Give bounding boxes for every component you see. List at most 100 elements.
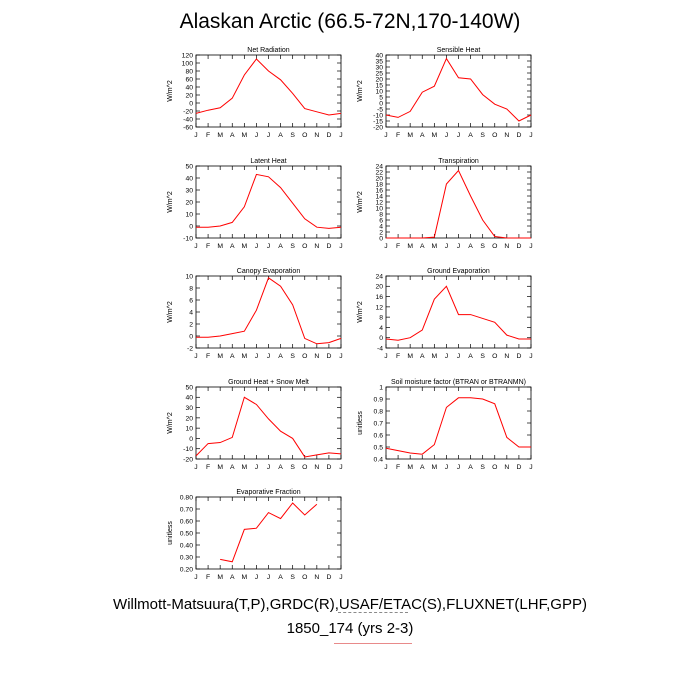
y-tick-label: 4 bbox=[379, 325, 383, 332]
x-tick-label: A bbox=[468, 132, 473, 139]
x-tick-label: A bbox=[468, 353, 473, 360]
x-tick-label: M bbox=[217, 464, 223, 471]
y-tick-label: 0.30 bbox=[180, 554, 193, 561]
x-tick-label: J bbox=[384, 353, 387, 360]
x-tick-label: M bbox=[431, 132, 437, 139]
x-tick-label: A bbox=[230, 132, 235, 139]
x-tick-label: M bbox=[241, 353, 247, 360]
x-tick-label: M bbox=[431, 243, 437, 250]
x-tick-label: A bbox=[468, 243, 473, 250]
x-tick-label: S bbox=[480, 243, 485, 250]
x-tick-label: M bbox=[217, 132, 223, 139]
x-tick-label: O bbox=[492, 464, 497, 471]
x-tick-label: F bbox=[206, 353, 210, 360]
x-tick-label: J bbox=[445, 132, 448, 139]
x-tick-label: J bbox=[339, 132, 342, 139]
y-tick-label: 10 bbox=[185, 426, 193, 433]
x-tick-label: D bbox=[516, 243, 521, 250]
y-tick-label: 20 bbox=[185, 199, 193, 206]
x-tick-label: J bbox=[339, 243, 342, 250]
x-tick-label: F bbox=[206, 464, 210, 471]
x-tick-label: J bbox=[339, 574, 342, 581]
x-tick-label: F bbox=[206, 574, 210, 581]
x-tick-label: D bbox=[326, 353, 331, 360]
y-tick-label: 0 bbox=[189, 436, 193, 443]
y-tick-label: 20 bbox=[375, 175, 383, 182]
x-tick-label: M bbox=[217, 243, 223, 250]
x-tick-label: A bbox=[230, 464, 235, 471]
page-title: Alaskan Arctic (66.5-72N,170-140W) bbox=[179, 10, 521, 33]
y-tick-label: 10 bbox=[375, 205, 383, 212]
panel-title: Ground Evaporation bbox=[427, 268, 490, 275]
y-tick-label: -40 bbox=[183, 116, 193, 123]
y-tick-label: 0 bbox=[379, 100, 383, 107]
y-tick-label: 0 bbox=[189, 223, 193, 230]
x-tick-label: J bbox=[384, 243, 387, 250]
plot-frame bbox=[195, 386, 342, 460]
x-tick-label: J bbox=[255, 464, 258, 471]
y-tick-label: 50 bbox=[185, 384, 193, 391]
y-tick-label: 100 bbox=[182, 60, 194, 67]
y-axis-label: W/m^2 bbox=[167, 412, 174, 434]
x-tick-label: O bbox=[492, 243, 497, 250]
x-tick-label: J bbox=[529, 243, 532, 250]
chart-panel-8: Soil moisture factor (BTRAN or BTRANMN) u… bbox=[357, 379, 533, 471]
x-tick-label: J bbox=[255, 353, 258, 360]
x-tick-label: F bbox=[396, 243, 400, 250]
footer-data-sources: Willmott-Matsuura(T,P),GRDC(R),USAF/ETAC… bbox=[113, 596, 587, 613]
x-tick-label: J bbox=[194, 243, 197, 250]
x-tick-label: M bbox=[407, 132, 413, 139]
y-tick-label: 8 bbox=[379, 211, 383, 218]
chart-panel-1: Net Radiation W/m^2 -60-40-200204060801001… bbox=[167, 47, 343, 139]
y-axis-label: unitless bbox=[167, 521, 174, 545]
x-tick-label: J bbox=[267, 464, 270, 471]
x-tick-label: N bbox=[314, 132, 319, 139]
panel-title: Sensible Heat bbox=[437, 47, 481, 54]
y-tick-label: 40 bbox=[185, 84, 193, 91]
y-tick-label: 0 bbox=[379, 335, 383, 342]
x-tick-label: O bbox=[302, 353, 307, 360]
x-tick-label: J bbox=[445, 353, 448, 360]
panel-title: Latent Heat bbox=[250, 158, 286, 165]
y-tick-label: -10 bbox=[183, 235, 193, 242]
panel-title: Transpiration bbox=[438, 158, 479, 165]
x-tick-label: J bbox=[267, 574, 270, 581]
y-tick-label: 18 bbox=[375, 181, 383, 188]
y-tick-label: 20 bbox=[375, 76, 383, 83]
x-tick-label: A bbox=[278, 464, 283, 471]
y-tick-label: 0 bbox=[189, 333, 193, 340]
x-tick-label: J bbox=[384, 132, 387, 139]
x-tick-label: J bbox=[457, 243, 460, 250]
series-line-1 bbox=[385, 285, 531, 341]
x-tick-label: J bbox=[457, 132, 460, 139]
footer-case-name: 1850_174 (yrs 2-3) bbox=[286, 620, 414, 637]
x-tick-label: J bbox=[194, 353, 197, 360]
x-tick-label: S bbox=[290, 353, 295, 360]
x-tick-label: S bbox=[480, 464, 485, 471]
series-line-1 bbox=[195, 58, 342, 116]
x-tick-label: M bbox=[217, 353, 223, 360]
x-tick-label: J bbox=[529, 353, 532, 360]
x-tick-label: A bbox=[230, 243, 235, 250]
x-tick-label: N bbox=[314, 243, 319, 250]
series-line-1 bbox=[195, 396, 342, 458]
x-tick-label: A bbox=[278, 243, 283, 250]
y-tick-label: 0.80 bbox=[180, 494, 193, 501]
x-tick-label: J bbox=[194, 574, 197, 581]
series-line-1 bbox=[196, 277, 342, 345]
x-tick-label: S bbox=[480, 132, 485, 139]
x-tick-label: A bbox=[278, 574, 283, 581]
y-tick-label: 16 bbox=[375, 294, 383, 301]
y-tick-label: 6 bbox=[379, 217, 383, 224]
y-tick-label: 20 bbox=[185, 415, 193, 422]
y-tick-label: 14 bbox=[375, 193, 383, 200]
x-tick-label: A bbox=[230, 574, 235, 581]
x-tick-label: S bbox=[480, 353, 485, 360]
y-axis-label: W/m^2 bbox=[167, 80, 174, 102]
x-tick-label: O bbox=[492, 353, 497, 360]
y-tick-label: 80 bbox=[185, 68, 193, 75]
y-tick-label: 20 bbox=[185, 92, 193, 99]
x-tick-label: F bbox=[206, 243, 210, 250]
x-tick-label: M bbox=[431, 353, 437, 360]
